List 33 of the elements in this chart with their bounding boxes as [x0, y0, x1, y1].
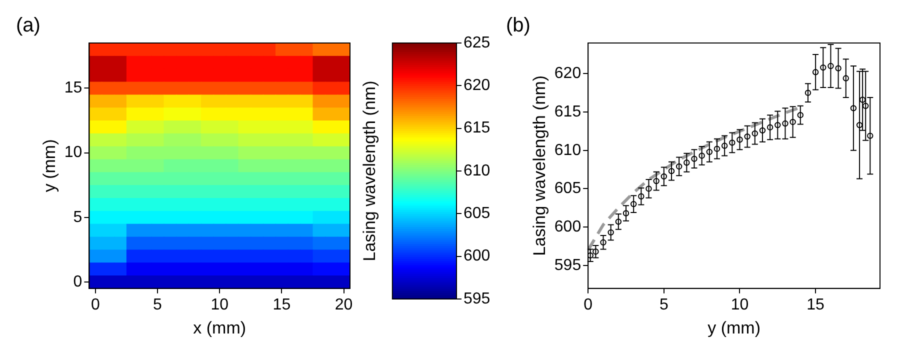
y-tick-label: 10	[64, 144, 82, 162]
y-tick-label: 5	[73, 208, 82, 226]
x-tick-label: 10	[210, 296, 229, 314]
y-tick-label: 15	[64, 80, 82, 97]
text: (a)	[16, 14, 40, 37]
y-tick-label: 600	[554, 218, 582, 236]
x-tick-label: 20	[334, 296, 353, 314]
color-bar-label: 605	[464, 205, 490, 222]
x-axis-title: y (mm)	[708, 318, 760, 338]
x-tick-label: 5	[659, 296, 668, 314]
x-tick-label: 10	[730, 296, 749, 314]
y-tick-label: 615	[554, 103, 582, 120]
color-bar-label: 595	[464, 290, 490, 308]
color-bar-title: Lasing wavelength (nm)	[360, 80, 379, 262]
y-tick-label: 605	[554, 180, 582, 198]
x-tick-label: 15	[806, 296, 825, 314]
y-tick-label: 0	[73, 273, 82, 290]
x-tick-label: 0	[584, 296, 593, 314]
x-axis-title: x (mm)	[193, 318, 246, 338]
y-axis-title: Lasing wavelength (nm)	[530, 75, 549, 256]
y-tick-label: 610	[554, 142, 582, 159]
x-tick-label: 0	[90, 296, 100, 314]
y-axis-title: y (mm)	[40, 139, 59, 192]
text: (b)	[506, 14, 530, 37]
color-bar-label: 600	[464, 248, 490, 265]
color-bar-label: 615	[464, 120, 490, 137]
x-tick-label: 15	[272, 296, 291, 314]
y-tick-label: 620	[554, 65, 582, 82]
color-bar-label: 610	[464, 162, 490, 180]
x-tick-label: 5	[153, 296, 162, 314]
y-tick-label: 595	[554, 256, 582, 274]
color-bar-label: 620	[464, 77, 490, 94]
color-bar-label: 625	[464, 34, 490, 52]
